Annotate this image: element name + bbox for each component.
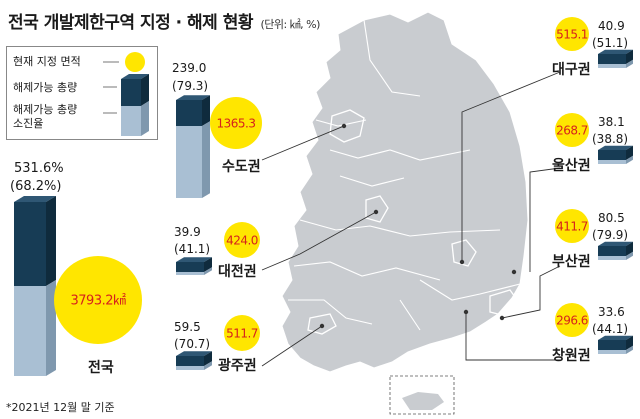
sudogwon-exhaustion-label: (79.3) — [172, 79, 208, 93]
sudogwon-area-label: 1365.3 — [217, 116, 256, 130]
ulsan-circle — [555, 113, 589, 147]
daejeon-exhaustion-label: (41.1) — [174, 242, 210, 256]
changwon-name: 창원권 — [552, 347, 591, 364]
map-jeju — [402, 392, 444, 410]
daejeon-bar — [176, 257, 212, 275]
daegu-exhaustion-label: (51.1) — [592, 36, 628, 50]
daegu-circle — [555, 17, 589, 51]
nation-exhaustion-label: (68.2%) — [10, 179, 61, 194]
region-marks: 531.6% (68.2%) 3793.2㎢ 전국 239.0 (79.3) 1365.3 수… — [10, 17, 633, 376]
legend-area-label: 현재 지정 면적 — [13, 55, 81, 68]
ulsan-bar — [598, 145, 633, 164]
legend-exhaustion-label-2: 소진율 — [13, 117, 44, 130]
busan-exhaustion-label: (79.9) — [592, 228, 628, 242]
map-mainland — [281, 11, 529, 373]
sudogwon-circle — [210, 97, 262, 149]
ulsan-exhaustion-label: (38.8) — [592, 132, 628, 146]
changwon-capacity-label: 33.6 — [598, 305, 625, 319]
changwon-bar — [598, 335, 633, 354]
map-daegu-outline — [451, 239, 477, 267]
daegu-capacity-label: 40.9 — [598, 19, 625, 33]
changwon-exhaustion-label: (44.1) — [592, 322, 628, 336]
daejeon-circle — [224, 222, 260, 258]
legend: 현재 지정 면적 해제가능 총량 해제가능 총량 소진율 — [6, 46, 158, 140]
daejeon-capacity-label: 39.9 — [174, 225, 201, 239]
legend-capacity-label: 해제가능 총량 — [13, 81, 78, 94]
nation-circle — [54, 256, 142, 344]
gwangju-capacity-label: 59.5 — [174, 320, 201, 334]
daegu-area-label: 515.1 — [556, 27, 588, 41]
map-gwangju-outline — [307, 313, 337, 335]
gwangju-bar — [176, 351, 212, 370]
legend-exhaustion-label-1: 해제가능 총량 — [13, 103, 78, 116]
changwon-area-label: 296.6 — [556, 313, 588, 327]
daegu-bar — [598, 49, 633, 68]
gwangju-area-label: 511.7 — [226, 326, 258, 340]
map-daejeon-outline — [365, 195, 389, 223]
daejeon-area-label: 424.0 — [226, 233, 258, 247]
busan-area-label: 411.7 — [556, 219, 588, 233]
chart-title: 전국 개발제한구역 지정 · 해제 현황 (단위: ㎢, %) — [8, 8, 320, 33]
ulsan-capacity-label: 38.1 — [598, 115, 625, 129]
changwon-circle — [555, 303, 589, 337]
gwangju-exhaustion-label: (70.7) — [174, 337, 210, 351]
korea-map — [281, 11, 529, 415]
busan-capacity-label: 80.5 — [598, 211, 625, 225]
ulsan-name: 울산권 — [552, 157, 591, 174]
map-busan-outline — [489, 289, 521, 317]
nation-bar — [14, 196, 56, 376]
sudogwon-bar — [176, 95, 210, 198]
daejeon-name: 대전권 — [218, 263, 257, 280]
title-text: 전국 개발제한구역 지정 · 해제 현황 — [8, 13, 254, 33]
sudogwon-name: 수도권 — [222, 159, 261, 175]
map-sudogwon-outline — [329, 109, 365, 143]
daegu-name: 대구권 — [552, 62, 591, 78]
leader-lines — [261, 71, 561, 367]
legend-bar-swatch — [103, 74, 149, 136]
unit-text: (단위: ㎢, %) — [260, 18, 320, 31]
busan-name: 부산권 — [552, 253, 591, 270]
map-inset-frame — [389, 375, 455, 415]
sudogwon-capacity-label: 239.0 — [172, 61, 206, 75]
nation-name: 전국 — [88, 359, 114, 376]
nation-capacity-label: 531.6% — [14, 161, 64, 176]
gwangju-name: 광주권 — [218, 357, 257, 374]
ulsan-area-label: 268.7 — [556, 123, 588, 137]
busan-circle — [555, 209, 589, 243]
legend-area-swatch — [103, 52, 145, 72]
footnote: *2021년 12월 말 기준 — [6, 401, 115, 414]
busan-bar — [598, 241, 633, 260]
nation-area-label: 3793.2㎢ — [71, 294, 126, 309]
gwangju-circle — [224, 315, 260, 351]
